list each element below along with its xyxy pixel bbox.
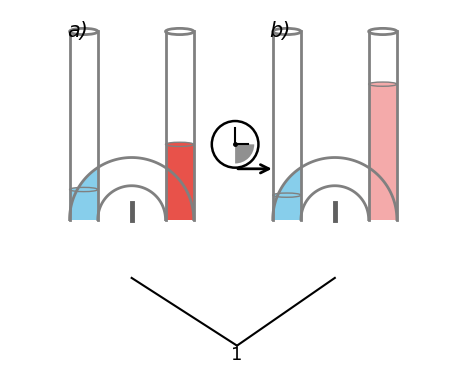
Text: b): b)	[270, 22, 291, 41]
Polygon shape	[98, 31, 165, 219]
Polygon shape	[70, 190, 98, 219]
Polygon shape	[335, 84, 397, 219]
Ellipse shape	[369, 82, 397, 86]
Ellipse shape	[165, 28, 194, 34]
Ellipse shape	[70, 187, 98, 192]
Polygon shape	[273, 195, 301, 219]
Text: a): a)	[67, 22, 88, 41]
Polygon shape	[369, 84, 397, 219]
Text: 1: 1	[231, 346, 243, 364]
Polygon shape	[165, 144, 194, 219]
Ellipse shape	[273, 28, 301, 34]
Wedge shape	[235, 144, 254, 163]
Circle shape	[212, 121, 258, 168]
Polygon shape	[273, 158, 335, 219]
Ellipse shape	[369, 28, 397, 34]
Polygon shape	[70, 158, 132, 219]
Polygon shape	[132, 144, 194, 219]
Ellipse shape	[165, 142, 194, 146]
Polygon shape	[301, 31, 369, 219]
Polygon shape	[301, 31, 369, 219]
Polygon shape	[98, 31, 165, 219]
Ellipse shape	[70, 28, 98, 34]
Ellipse shape	[273, 193, 301, 197]
